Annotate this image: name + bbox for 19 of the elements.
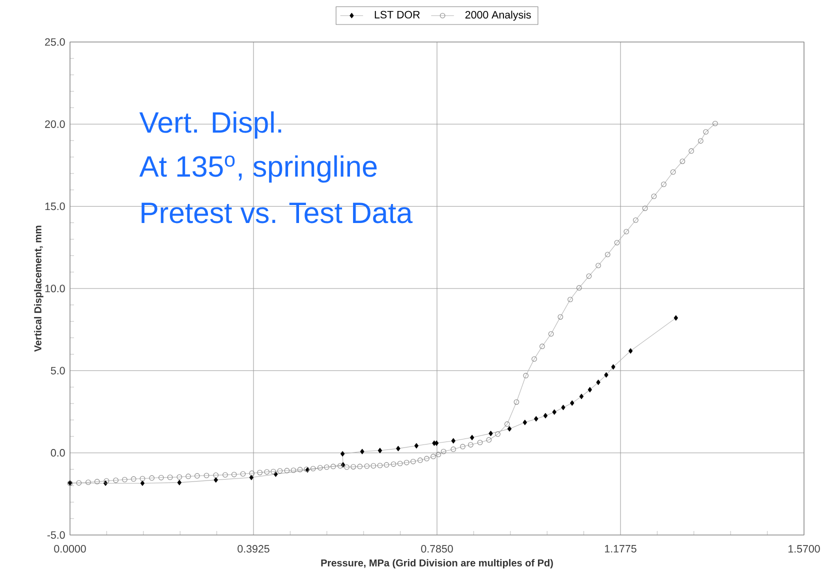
y-axis-title: Vertical Displacement, mm bbox=[34, 226, 44, 352]
legend-label: LST DOR bbox=[374, 10, 420, 18]
x-tick-label: 0.3925 bbox=[238, 545, 270, 553]
y-tick-label: -5.0 bbox=[47, 531, 65, 539]
y-tick-label: 10.0 bbox=[45, 284, 65, 292]
annotation: Pretest vs. Test Data bbox=[142, 202, 413, 224]
y-tick-label: 5.0 bbox=[50, 366, 65, 374]
x-tick-label: 1.1775 bbox=[605, 545, 636, 552]
y-tick-label: 0.0 bbox=[50, 449, 65, 457]
x-tick-label: 0.7850 bbox=[421, 545, 453, 553]
annotation: Vert. Displ. bbox=[139, 111, 282, 139]
y-tick-label: 25.0 bbox=[45, 38, 65, 46]
x-axis-title: Pressure, MPa (Grid Division are multiples of Pd) bbox=[321, 559, 553, 568]
x-tick-label: 1.5700 bbox=[788, 545, 820, 553]
x-tick-label: 0.0000 bbox=[54, 545, 86, 553]
legend-label: 2000 Analysis bbox=[465, 10, 531, 21]
annotation: At 135$^{o}$, springline bbox=[139, 155, 377, 183]
y-tick-label: 20.0 bbox=[45, 120, 65, 128]
y-tick-label: 15.0 bbox=[45, 202, 65, 210]
